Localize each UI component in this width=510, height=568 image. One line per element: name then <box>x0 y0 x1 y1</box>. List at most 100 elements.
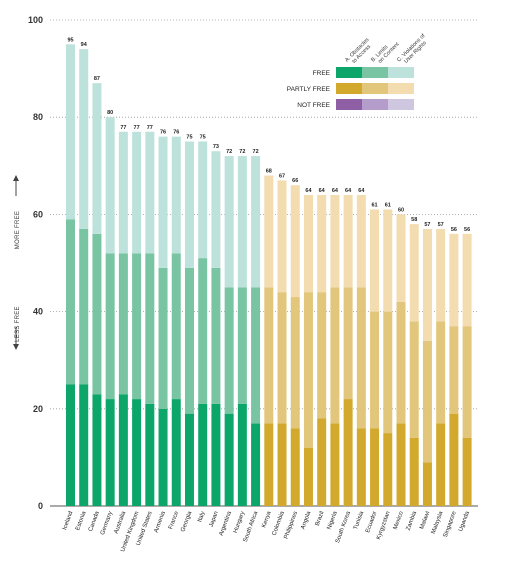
bar-segment <box>422 228 432 341</box>
bar-segment <box>409 321 419 438</box>
bar-segment <box>370 311 380 429</box>
bar-segment <box>145 253 155 404</box>
category-label: Angola <box>300 510 312 530</box>
bar-segment <box>184 267 194 414</box>
y-tick-label: 100 <box>28 15 43 25</box>
bar-segment <box>184 413 194 506</box>
bar-segment <box>422 340 432 463</box>
total-value-label: 95 <box>67 37 73 43</box>
bar-segment <box>158 267 168 409</box>
total-value-label: 60 <box>398 207 404 213</box>
total-value-label: 76 <box>173 130 179 136</box>
bar-segment <box>158 408 168 506</box>
bar-segment <box>118 394 128 506</box>
category-label: Ecuador <box>365 511 378 534</box>
bar-segment <box>184 141 194 268</box>
category-label: France <box>168 510 180 530</box>
bar-segment <box>105 117 115 254</box>
more-free-label: MORE FREE <box>15 211 21 249</box>
bar-segment <box>290 185 300 298</box>
bar-segment <box>237 156 247 288</box>
bar-segment <box>330 423 340 506</box>
total-value-label: 64 <box>332 188 339 194</box>
bar-segment <box>198 141 208 259</box>
total-value-label: 57 <box>424 222 430 228</box>
total-value-label: 64 <box>345 188 352 194</box>
category-label: Singapore <box>443 510 458 538</box>
legend-swatch <box>336 99 362 110</box>
legend-row-label: FREE <box>313 70 331 77</box>
category-label: Canada <box>88 510 101 532</box>
y-tick-label: 60 <box>33 209 43 219</box>
bar-segment <box>343 399 353 506</box>
bar-segment <box>79 384 89 506</box>
bar-segment <box>303 194 313 293</box>
bar-segment <box>105 399 115 506</box>
bar-segment <box>145 403 155 506</box>
category-label: Australia <box>114 510 128 535</box>
category-label: Philippines <box>284 511 300 540</box>
total-value-label: 76 <box>160 130 166 136</box>
total-value-label: 73 <box>213 144 219 150</box>
legend-swatch <box>362 99 388 110</box>
legend-swatch <box>336 67 362 78</box>
bar-segment <box>66 44 75 220</box>
total-value-label: 75 <box>200 135 206 141</box>
total-value-label: 58 <box>411 217 417 223</box>
bar-segment <box>198 258 208 404</box>
legend-column-header: C. Violations ofUser Rights <box>396 33 431 68</box>
bar-segment <box>132 253 142 400</box>
total-value-label: 56 <box>451 227 457 233</box>
total-value-label: 72 <box>239 149 245 155</box>
bar-segment <box>251 423 261 506</box>
bar-segment <box>211 403 221 506</box>
up-arrow-icon <box>13 175 19 181</box>
category-label: Colombia <box>272 510 287 536</box>
total-value-label: 56 <box>464 227 470 233</box>
y-tick-label: 40 <box>33 307 43 317</box>
category-label: Uganda <box>458 510 471 532</box>
total-value-label: 77 <box>147 125 153 131</box>
legend-swatch <box>362 67 388 78</box>
category-label: Argentina <box>219 510 234 537</box>
bar-segment <box>409 224 419 322</box>
bar-segment <box>436 423 446 506</box>
bar-segment <box>317 292 327 419</box>
category-label: Mexico <box>393 510 405 531</box>
total-value-label: 64 <box>319 188 326 194</box>
bar-segment <box>66 219 75 385</box>
bar-segment <box>224 156 234 288</box>
bar-segment <box>251 156 261 288</box>
bar-segment <box>462 233 472 327</box>
bar-segment <box>317 194 327 293</box>
bar-segment <box>449 326 459 414</box>
bar-segment <box>158 136 168 268</box>
bar-segment <box>277 292 287 424</box>
bar-segment <box>396 301 406 424</box>
bar-segment <box>251 287 261 424</box>
bar-segment <box>171 253 181 400</box>
less-free-label: LESS FREE <box>15 306 21 342</box>
bar-segment <box>422 462 432 506</box>
bar-segment <box>92 394 102 506</box>
legend-column-header: A. Obstaclesto Access <box>344 37 375 68</box>
bar-segment <box>356 428 366 506</box>
total-value-label: 64 <box>358 188 365 194</box>
category-label: Georgia <box>180 510 193 533</box>
bar-segment <box>383 311 393 434</box>
bar-segment <box>277 423 287 506</box>
bar-segment <box>290 428 300 506</box>
bar-segment <box>343 287 353 400</box>
total-value-label: 67 <box>279 173 285 179</box>
bar-segment <box>396 423 406 506</box>
category-label: Armenia <box>154 510 168 534</box>
total-value-label: 77 <box>120 125 126 131</box>
bar-segment <box>92 83 102 234</box>
category-label: Malaysia <box>431 510 445 535</box>
bar-segment <box>171 136 181 254</box>
bar-segment <box>198 403 208 506</box>
bar-segment <box>264 423 274 506</box>
bar-segment <box>303 292 313 448</box>
bar-segment <box>462 437 472 506</box>
